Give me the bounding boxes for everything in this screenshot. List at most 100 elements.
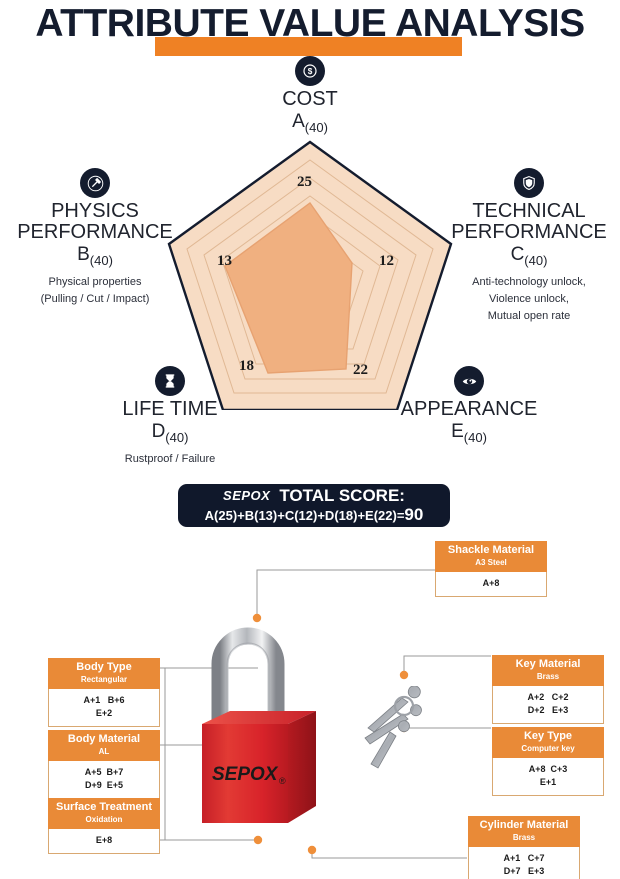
vertex-code-letter: B [77, 244, 90, 265]
callout-subtitle: Computer key [521, 744, 575, 753]
hourglass-icon [82, 366, 258, 396]
vertex-code: C(40) [438, 243, 620, 272]
vertex-code: D(40) [82, 420, 258, 449]
vertex-desc-line1: Anti-technology unlock, [472, 275, 586, 288]
callout-body-material: Body Material AL A+5 B+7 D+9 E+5 [48, 730, 160, 799]
vertex-label-technical: TECHNICAL PERFORMANCE C(40) Anti-technol… [438, 168, 620, 323]
callout-row: E+2 [95, 708, 113, 718]
callout-title: Key Material [515, 658, 581, 670]
vertex-code: B(40) [2, 243, 188, 272]
callout-body: A+5 B+7 D+9 E+5 [48, 761, 160, 799]
radar-value-technical: 12 [379, 253, 394, 269]
key-3 [370, 720, 410, 769]
dollar-coin-icon: $ [238, 56, 382, 86]
vertex-code-letter: D [151, 421, 166, 442]
key-1 [367, 686, 421, 733]
callout-header: Body Type Rectangular [48, 658, 160, 689]
padlock-shackle-inner-line [226, 642, 270, 726]
vertex-code-letter: A [292, 111, 305, 132]
callout-row: D+7 E+3 [503, 866, 545, 876]
callout-body-type: Body Type Rectangular A+1 B+6 E+2 [48, 658, 160, 727]
callout-row: D+9 E+5 [84, 780, 124, 790]
radar-value-cost: 25 [297, 174, 312, 190]
callout-row: A+5 B+7 [84, 767, 124, 777]
vertex-name-line2: PERFORMANCE [451, 221, 607, 243]
vertex-code-max: (40) [165, 429, 189, 445]
vertex-label-lifetime: LIFE TIME D(40) Rustproof / Failure [82, 366, 258, 466]
callout-key-type: Key Type Computer key A+8 C+3 E+1 [492, 727, 604, 796]
callout-body: A+1 B+6 E+2 [48, 689, 160, 727]
radar-value-lifetime: 18 [239, 358, 254, 374]
vertex-code: E(40) [380, 420, 558, 449]
hotspot-dot-shackle [252, 613, 262, 623]
vertex-name: LIFE TIME [122, 398, 218, 420]
callout-title: Body Material [67, 733, 141, 745]
callout-subtitle: Oxidation [85, 815, 123, 824]
callout-row: E+8 [95, 835, 113, 845]
callout-subtitle: Brass [536, 672, 560, 681]
callout-key-material: Key Material Brass A+2 C+2 D+2 E+3 [492, 655, 604, 724]
vertex-desc-line3: Mutual open rate [487, 309, 571, 322]
callout-subtitle: Rectangular [80, 675, 128, 684]
key-ring [393, 695, 415, 717]
vertex-name: COST [282, 88, 338, 110]
padlock-body-front [202, 724, 288, 823]
radar-value-physics: 13 [217, 253, 232, 269]
hotspot-dot-surface [253, 835, 263, 845]
score-formula: A(25)+B(13)+C(12)+D(18)+E(22)=90 [205, 506, 424, 524]
callout-row: A+2 C+2 [527, 692, 569, 702]
hotspot-dot-cylinder [307, 845, 317, 855]
vertex-desc-line2: (Pulling / Cut / Impact) [40, 292, 150, 305]
eye-icon [380, 366, 558, 396]
callout-subtitle: AL [98, 747, 110, 756]
callout-subtitle: Brass [512, 833, 536, 842]
vertex-desc-line1: Physical properties [48, 275, 142, 288]
callout-subtitle: A3 Steel [475, 558, 507, 567]
callout-row: E+1 [539, 777, 557, 787]
hammer-icon [2, 168, 188, 198]
hotspot-dot-key-material [399, 670, 409, 680]
callout-body: A+8 C+3 E+1 [492, 758, 604, 796]
callout-row: A+8 C+3 [528, 764, 568, 774]
title-block: ATTRIBUTE VALUE ANALYSIS [0, 2, 620, 56]
callout-header: Shackle Material A3 Steel [435, 541, 547, 572]
vertex-code-max: (40) [463, 429, 487, 445]
radar-value-appearance: 22 [353, 362, 368, 378]
vertex-code: A(40) [238, 110, 382, 139]
vertex-code-letter: C [510, 244, 525, 265]
callout-body: E+8 [48, 829, 160, 854]
callout-body: A+8 [435, 572, 547, 597]
callout-title: Key Type [523, 730, 573, 742]
vertex-name: APPEARANCE [400, 398, 538, 420]
score-formula-text: A(25)+B(13)+C(12)+D(18)+E(22)= [204, 508, 405, 523]
vertex-name-line2: PERFORMANCE [17, 221, 173, 243]
radar-chart: 25 12 22 18 13 [160, 130, 460, 412]
title-underline [155, 37, 462, 56]
callout-header: Key Type Computer key [492, 727, 604, 758]
callout-row: A+8 [482, 578, 500, 588]
total-score-banner: SEPOX TOTAL SCORE: A(25)+B(13)+C(12)+D(1… [178, 484, 450, 527]
padlock-body-top [202, 711, 316, 724]
score-banner-top-row: SEPOX TOTAL SCORE: [223, 487, 405, 505]
score-total-value: 90 [404, 505, 424, 524]
padlock-shackle [211, 627, 285, 726]
callout-body: A+2 C+2 D+2 E+3 [492, 686, 604, 724]
radar-grid-ring-5 [186, 159, 434, 394]
padlock-illustration: SEPOX ® [202, 627, 316, 823]
callout-title: Shackle Material [447, 544, 535, 556]
callout-header: Surface Treatment Oxidation [48, 798, 160, 829]
vertex-name-line1: PHYSICS [51, 200, 139, 222]
callout-row: A+1 B+6 [83, 695, 125, 705]
keys-illustration [364, 686, 422, 769]
callout-title: Body Type [76, 661, 132, 673]
vertex-code-max: (40) [304, 119, 328, 135]
padlock-brand-text: SEPOX [212, 764, 279, 785]
padlock-body-side [288, 711, 316, 823]
callout-row: D+2 E+3 [527, 705, 569, 715]
callout-surface-treatment: Surface Treatment Oxidation E+8 [48, 798, 160, 854]
callout-body: A+1 C+7 D+7 E+3 [468, 847, 580, 879]
vertex-desc-line2: Violence unlock, [489, 292, 569, 305]
vertex-label-physics: PHYSICS PERFORMANCE B(40) Physical prope… [2, 168, 188, 306]
callout-row: A+1 C+7 [503, 853, 545, 863]
callout-header: Cylinder Material Brass [468, 816, 580, 847]
